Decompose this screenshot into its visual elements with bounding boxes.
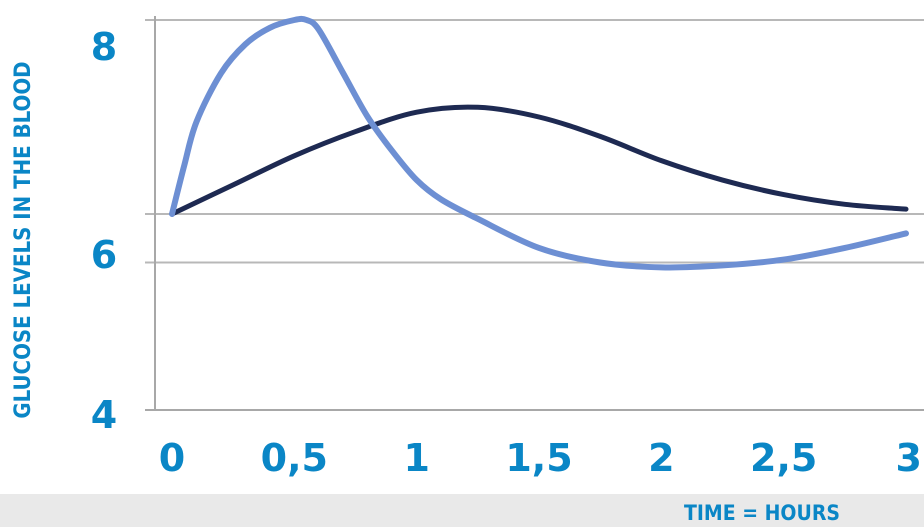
x-tick-label: 0,5 — [261, 436, 328, 480]
grid — [145, 20, 924, 263]
y-tick-label: 4 — [91, 393, 117, 437]
series-line-1 — [172, 19, 906, 268]
x-tick-label: 3 — [896, 436, 922, 480]
series-line-2 — [172, 107, 906, 214]
x-tick-label: 2 — [648, 436, 674, 480]
x-tick-label: 1 — [403, 436, 429, 480]
series — [172, 19, 906, 268]
y-axis-title: GLUCOSE LEVELS IN THE BLOOD — [11, 61, 36, 418]
x-axis-title: TIME = HOURS — [684, 501, 840, 525]
y-tick-label: 6 — [91, 233, 117, 277]
x-tick-label: 0 — [159, 436, 185, 480]
x-tick-label: 1,5 — [505, 436, 572, 480]
x-tick-label: 2,5 — [750, 436, 817, 480]
y-tick-label: 8 — [91, 25, 117, 69]
tick-labels: 0 0,5 1 1,5 2 2,5 3 4 6 8 — [91, 25, 922, 480]
